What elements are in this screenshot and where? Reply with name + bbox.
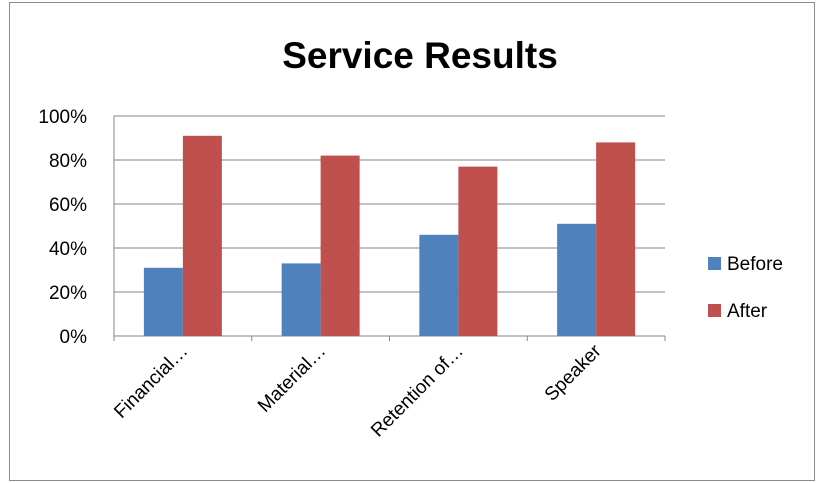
x-category-label: Material… bbox=[254, 341, 330, 417]
bar-before-0 bbox=[143, 267, 183, 336]
legend: Before After bbox=[708, 254, 783, 322]
chart-frame bbox=[9, 2, 815, 481]
x-category-label: Retention of… bbox=[367, 341, 468, 442]
bar-before-1 bbox=[281, 263, 321, 336]
y-tick-label: 20% bbox=[49, 283, 87, 304]
bar-before-3 bbox=[557, 223, 597, 336]
y-tick-label: 80% bbox=[49, 151, 87, 172]
x-category-label: Speaker bbox=[541, 340, 606, 405]
legend-swatch-after bbox=[708, 304, 721, 317]
y-tick-label: 100% bbox=[38, 107, 87, 128]
y-axis-ticks: 0% 20% 40% 60% 80% 100% bbox=[38, 107, 87, 348]
x-axis-categories: Financial… Material… Retention of… Speaker bbox=[110, 340, 606, 441]
bar-after-2 bbox=[458, 166, 498, 336]
bar-after-3 bbox=[596, 142, 636, 336]
y-tick-label: 60% bbox=[49, 195, 87, 216]
x-category-label: Financial… bbox=[110, 341, 192, 423]
bars bbox=[143, 135, 636, 336]
bar-before-2 bbox=[419, 234, 459, 336]
legend-label-before: Before bbox=[727, 254, 783, 275]
y-tick-label: 0% bbox=[60, 327, 88, 348]
bar-after-1 bbox=[320, 155, 360, 336]
y-tick-label: 40% bbox=[49, 239, 87, 260]
legend-swatch-before bbox=[708, 257, 721, 270]
bar-after-0 bbox=[182, 135, 222, 336]
chart-title: Service Results bbox=[282, 35, 558, 76]
legend-label-after: After bbox=[727, 301, 768, 322]
